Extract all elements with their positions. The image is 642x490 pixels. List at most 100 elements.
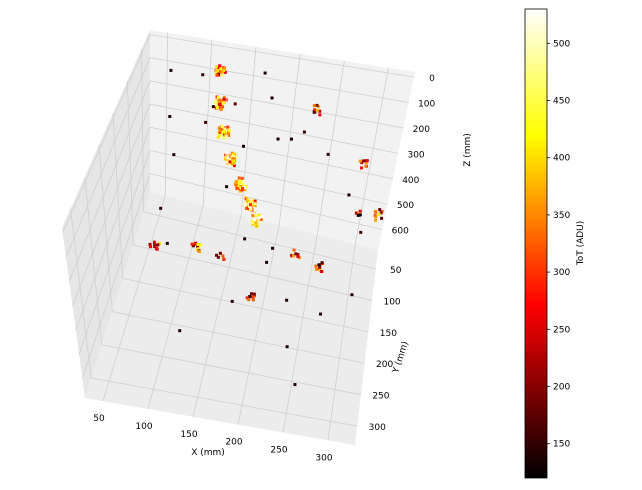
z-gridline [68,80,151,282]
cluster-point [231,153,235,157]
floor-pane [85,192,378,445]
scatter-point [359,230,363,234]
scatter-point [243,237,247,241]
cluster-point [363,159,367,163]
cluster-point [315,103,319,107]
x-axis-label: X (mm) [191,448,225,458]
cluster-point [217,65,221,69]
cluster-point [257,213,261,217]
cluster-point [190,242,194,246]
scatter-point [242,144,246,148]
x-tick-label: 250 [270,445,287,455]
cluster-point [218,98,222,102]
x-tick-label: 100 [135,422,152,432]
scatter-point [178,329,182,333]
cluster-point [248,294,252,298]
cluster-point [320,270,324,274]
scatter-point [276,137,280,141]
cluster-point [225,98,229,102]
cluster-point [215,253,219,257]
cluster-point [240,188,244,192]
cluster-point [259,217,263,221]
colorbar-tick-label: 200 [553,382,570,392]
axis-ticks: 50 100 150 200 250 300 50 100 150 200 250 300 0 100 20… [93,74,435,463]
scatter-point [270,96,274,100]
cluster-point [222,257,226,261]
cluster-point [220,124,224,128]
cluster-point [215,106,219,110]
cluster-point [239,180,243,184]
cluster-point [314,267,318,271]
cluster-point [245,296,249,300]
cluster-point [232,161,236,165]
cluster-point [226,153,230,157]
scatter-point [211,105,215,109]
cluster-point [218,106,222,110]
cluster-point [244,197,248,201]
x-gridline [102,195,166,402]
x-gridline [164,32,169,196]
z-tick-label: 0 [429,74,435,84]
colorbar-gradient [524,8,548,479]
cluster-point [291,254,295,258]
cluster-point [220,70,224,74]
cluster-point [248,200,252,204]
cluster-point [231,157,235,161]
colorbar-tick-label: 150 [553,440,570,450]
cluster-point [222,69,226,73]
cluster-point [364,164,368,168]
colorbar-tick-label: 500 [553,39,570,49]
cluster-point [225,130,229,134]
grid-lines [62,32,415,441]
cluster-point [148,245,152,249]
cluster-point [356,213,360,217]
x-tick-label: 300 [315,453,332,463]
scatter-point [172,153,176,157]
cluster-point [217,69,221,73]
cluster-point [358,159,362,163]
cluster-point [255,224,259,228]
cluster-point [238,189,242,193]
z-gridline [149,34,415,78]
cluster-point [250,221,254,225]
cluster-point [214,102,218,106]
x-gridline [327,244,356,441]
left-pane [62,30,150,398]
scatter-point [165,241,169,245]
cluster-point [218,251,222,255]
cluster-point [236,182,240,186]
cluster-point [317,105,321,109]
cluster-point [216,255,220,259]
cluster-point [152,240,156,244]
cluster-point [365,161,369,165]
cluster-point [365,159,369,163]
cluster-point [313,108,317,112]
cluster-point [315,109,319,113]
cluster-point [253,223,257,227]
cluster-point [234,155,238,159]
scatter-point [263,71,267,75]
y-gridline [133,244,373,301]
cluster-point [148,242,152,246]
cluster-point [234,183,238,187]
cluster-point [198,250,202,254]
cluster-point [228,160,232,164]
cluster-point [191,244,195,248]
cluster-point [234,180,238,184]
cluster-point [215,73,219,77]
cluster-point [241,186,245,190]
cluster-point [223,70,227,74]
z-tick-label: 500 [397,201,414,211]
scatter-point [265,260,269,264]
cluster-point [230,155,234,159]
cluster-point [255,218,259,222]
y-tick-label: 200 [376,360,393,370]
cluster-point [360,166,364,170]
cluster-point [239,186,243,190]
y-tick-label: 150 [380,329,397,339]
cluster-point [218,133,222,137]
cluster-point [216,135,220,139]
cluster-point [224,132,228,136]
y-axis-label: Y (mm) [391,340,411,375]
